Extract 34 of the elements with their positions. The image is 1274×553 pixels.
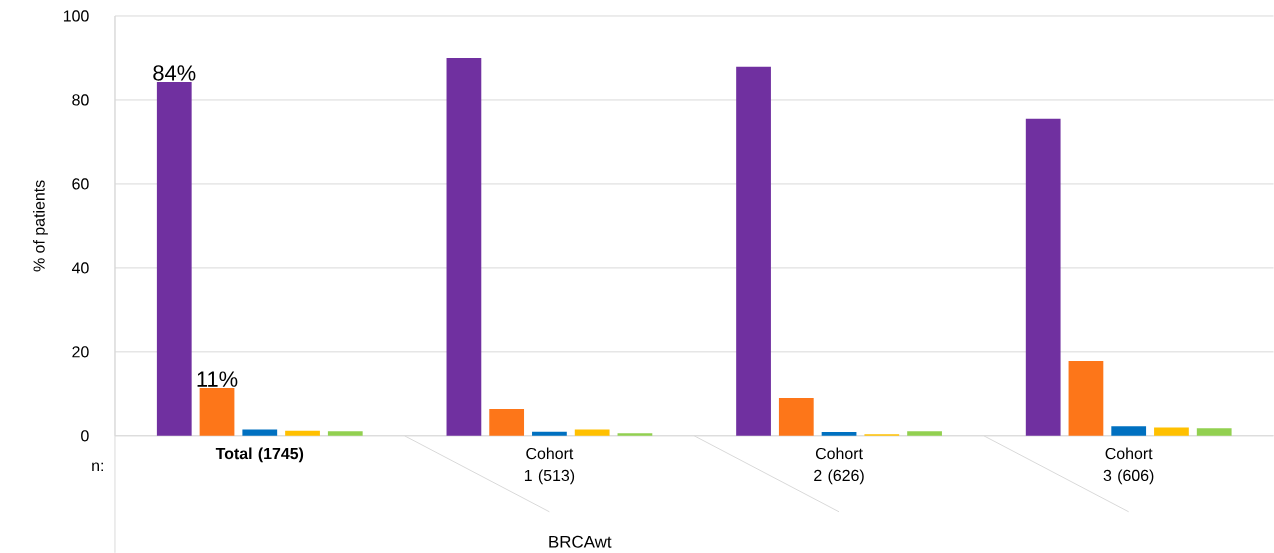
bar: [736, 66, 771, 436]
bar: [1154, 427, 1189, 436]
y-tick-label: 80: [72, 94, 89, 106]
x-tick-label: Cohort 2 (626): [814, 447, 864, 485]
bar: [199, 387, 235, 436]
x-tick-label: Cohort 1 (513): [524, 447, 575, 485]
bar: [327, 431, 363, 436]
bar: [574, 429, 610, 436]
y-tick-label: 20: [72, 346, 89, 358]
x-axis-title: BRCAwt: [549, 535, 612, 548]
y-tick-label: 40: [71, 262, 89, 274]
bar: [1196, 428, 1232, 436]
y-tick-label: 60: [72, 178, 89, 190]
bar: [1111, 426, 1147, 436]
bar: [821, 431, 857, 436]
bar: [1025, 118, 1061, 436]
y-tick-label: 0: [81, 430, 89, 442]
text: n:: [92, 462, 103, 471]
data-label: 84%: [153, 65, 196, 81]
bar: [617, 433, 653, 436]
bar: [778, 397, 814, 436]
x-tick-label: Cohort 3 (606): [1103, 447, 1154, 485]
x-tick-label: Total (1745): [215, 447, 304, 463]
y-tick-label: 100: [63, 10, 89, 22]
bar: [446, 57, 482, 436]
bar: [907, 431, 942, 436]
bar: [532, 431, 567, 436]
bar: [156, 81, 192, 436]
bar: [489, 408, 525, 436]
y-axis-title: % of patients: [33, 180, 48, 272]
bar: [242, 429, 278, 436]
bar: [285, 430, 320, 436]
data-label: 11%: [197, 371, 238, 387]
bar: [1068, 360, 1104, 436]
